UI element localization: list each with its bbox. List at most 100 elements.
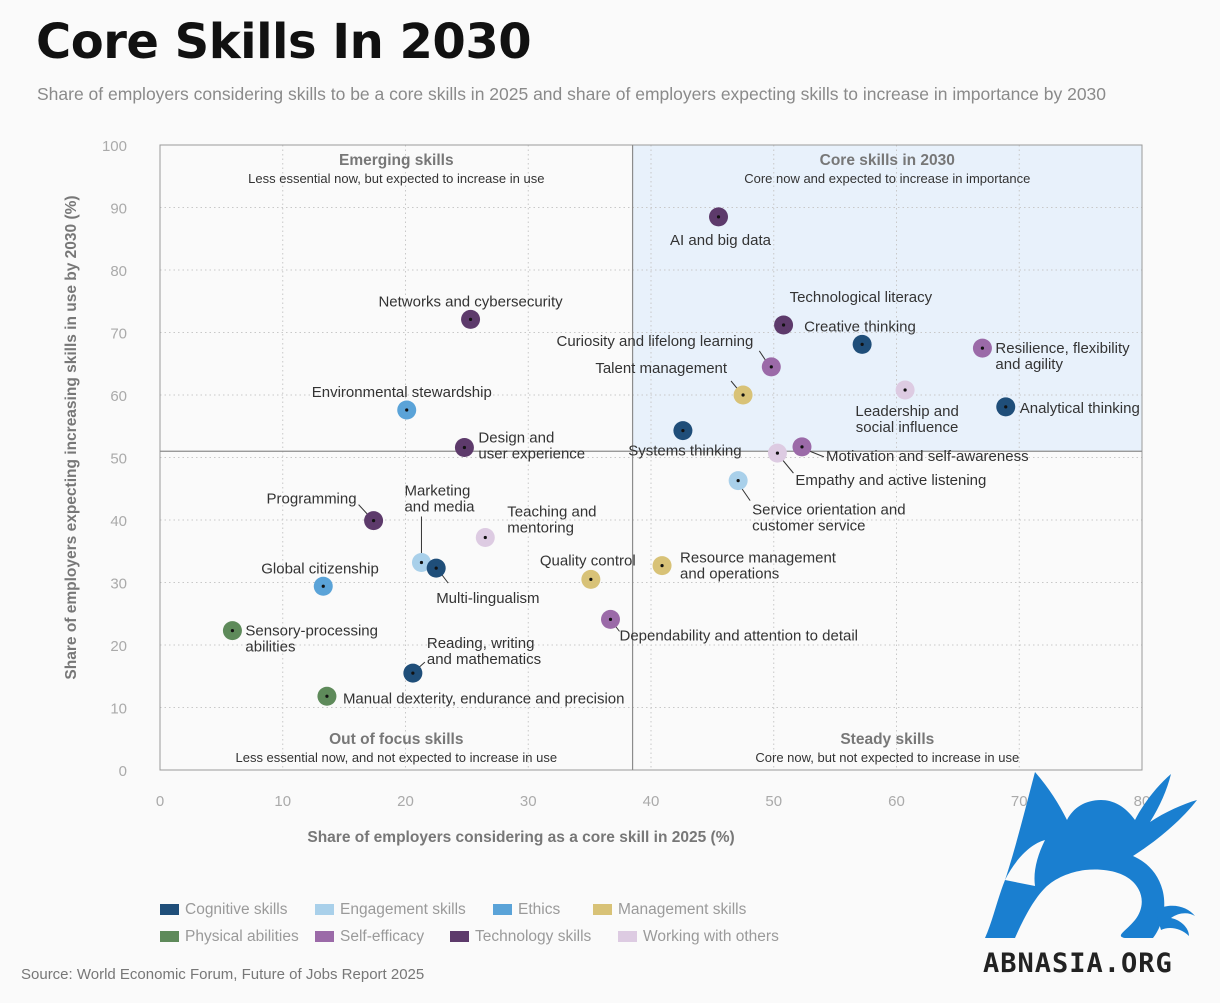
y-tick-label: 60: [110, 388, 127, 405]
data-label: Marketing and media: [404, 483, 475, 516]
data-label: Motivation and self-awareness: [826, 448, 1029, 465]
data-label-line: Empathy and active listening: [795, 472, 986, 489]
data-point-center: [660, 564, 664, 568]
data-label-line: Curiosity and lifelong learning: [557, 333, 754, 350]
y-tick-label: 70: [110, 326, 127, 343]
data-label-line: Design and: [478, 430, 554, 447]
logo-text: ABNASIA.ORG: [983, 948, 1173, 979]
data-label-line: Systems thinking: [628, 443, 741, 460]
data-point-center: [325, 694, 329, 698]
data-label-line: Analytical thinking: [1020, 400, 1140, 417]
data-label-line: Reading, writing: [427, 635, 535, 652]
data-point-center: [419, 560, 424, 565]
data-point-center: [769, 365, 773, 369]
y-tick-label: 100: [102, 138, 127, 155]
data-label-line: mentoring: [507, 520, 574, 537]
legend-swatch: [618, 931, 637, 942]
data-label: Manual dexterity, endurance and precisio…: [343, 690, 625, 707]
data-label-line: Resource management: [680, 550, 837, 567]
legend-item-physical: Physical abilities: [160, 928, 315, 946]
quadrant-title: Steady skills: [840, 731, 934, 748]
y-tick-label: 30: [110, 576, 127, 593]
quadrant-title: Out of focus skills: [329, 731, 463, 748]
legend-row: Cognitive skills Engagement skills Ethic…: [160, 896, 860, 923]
quadrant-description: Core now, but not expected to increase i…: [755, 750, 1019, 765]
data-label-line: Leadership and: [855, 403, 958, 420]
data-label-line: Programming: [267, 491, 357, 508]
data-label: Teaching and mentoring: [507, 504, 596, 537]
legend-item-self-efficacy: Self-efficacy: [315, 928, 450, 946]
data-label-line: Networks and cybersecurity: [378, 293, 563, 310]
x-tick-label: 60: [888, 793, 905, 810]
data-label: Resilience, flexibility and agility: [995, 340, 1130, 373]
data-point-center: [1004, 405, 1008, 409]
data-label-line: AI and big data: [670, 232, 772, 249]
data-label-line: Multi-lingualism: [436, 590, 539, 607]
x-tick-label: 50: [765, 793, 782, 810]
legend-label: Self-efficacy: [340, 927, 425, 945]
data-point-center: [800, 445, 804, 449]
y-tick-label: 40: [110, 513, 127, 530]
legend-item-working-with-others: Working with others: [618, 928, 798, 946]
data-label-line: and media: [404, 499, 475, 516]
data-label: Sensory-processing abilities: [245, 623, 378, 656]
data-label: Analytical thinking: [1020, 400, 1140, 417]
data-label-line: Talent management: [595, 360, 728, 377]
legend-label: Physical abilities: [185, 927, 299, 945]
legend-swatch: [315, 904, 334, 915]
data-point-center: [411, 671, 415, 675]
y-tick-label: 50: [110, 451, 127, 468]
y-tick-label: 10: [110, 701, 127, 718]
quadrant-title: Core skills in 2030: [820, 152, 955, 169]
data-label-line: and operations: [680, 566, 779, 583]
data-label: Networks and cybersecurity: [378, 293, 563, 310]
page-subtitle: Share of employers considering skills to…: [37, 84, 1107, 104]
data-label: Programming: [267, 491, 357, 508]
x-tick-label: 70: [1011, 793, 1028, 810]
legend-item-management: Management skills: [593, 901, 763, 919]
x-tick-label: 40: [643, 793, 660, 810]
data-label-line: Sensory-processing: [245, 623, 378, 640]
data-label-line: Quality control: [540, 552, 636, 569]
legend-item-ethics: Ethics: [493, 901, 593, 919]
data-point-center: [230, 629, 235, 633]
data-label-line: social influence: [856, 419, 959, 436]
data-label: Service orientation and customer service: [752, 502, 905, 535]
data-label: AI and big data: [670, 232, 772, 249]
data-label: Reading, writing and mathematics: [427, 635, 541, 668]
data-label-line: abilities: [245, 639, 295, 656]
core-quadrant-fill: [632, 145, 1142, 452]
data-point-center: [405, 408, 409, 412]
data-label: Leadership and social influence: [855, 403, 958, 436]
legend-item-technology: Technology skills: [450, 928, 618, 946]
data-point-center: [462, 445, 467, 450]
data-point-center: [860, 342, 864, 346]
y-tick-label: 20: [110, 638, 127, 655]
data-label-line: Manual dexterity, endurance and precisio…: [343, 690, 625, 707]
y-tick-label: 80: [110, 263, 127, 280]
data-label-line: Dependability and attention to detail: [619, 627, 858, 644]
x-tick-label: 10: [274, 793, 291, 810]
data-point-center: [483, 535, 487, 540]
quadrant-description: Less essential now, but expected to incr…: [248, 171, 544, 186]
legend-swatch: [315, 931, 334, 942]
data-point-center: [736, 479, 740, 483]
source-note: Source: World Economic Forum, Future of …: [21, 966, 425, 983]
griffin-icon: [985, 772, 1197, 938]
data-point-center: [468, 317, 473, 321]
data-point-center: [741, 393, 745, 397]
data-point-center: [716, 215, 721, 219]
y-tick-label: 0: [119, 763, 127, 780]
data-label-line: Service orientation and: [752, 502, 905, 519]
legend-swatch: [160, 931, 179, 942]
legend-swatch: [593, 904, 612, 915]
legend-swatch: [493, 904, 512, 915]
data-label-line: Resilience, flexibility: [995, 340, 1130, 357]
x-axis-label: Share of employers considering as a core…: [307, 829, 734, 846]
legend-swatch: [450, 931, 469, 942]
data-point-center: [321, 584, 325, 588]
data-point-center: [371, 519, 376, 523]
x-tick-label: 20: [397, 793, 414, 810]
data-label-line: Creative thinking: [804, 318, 916, 335]
